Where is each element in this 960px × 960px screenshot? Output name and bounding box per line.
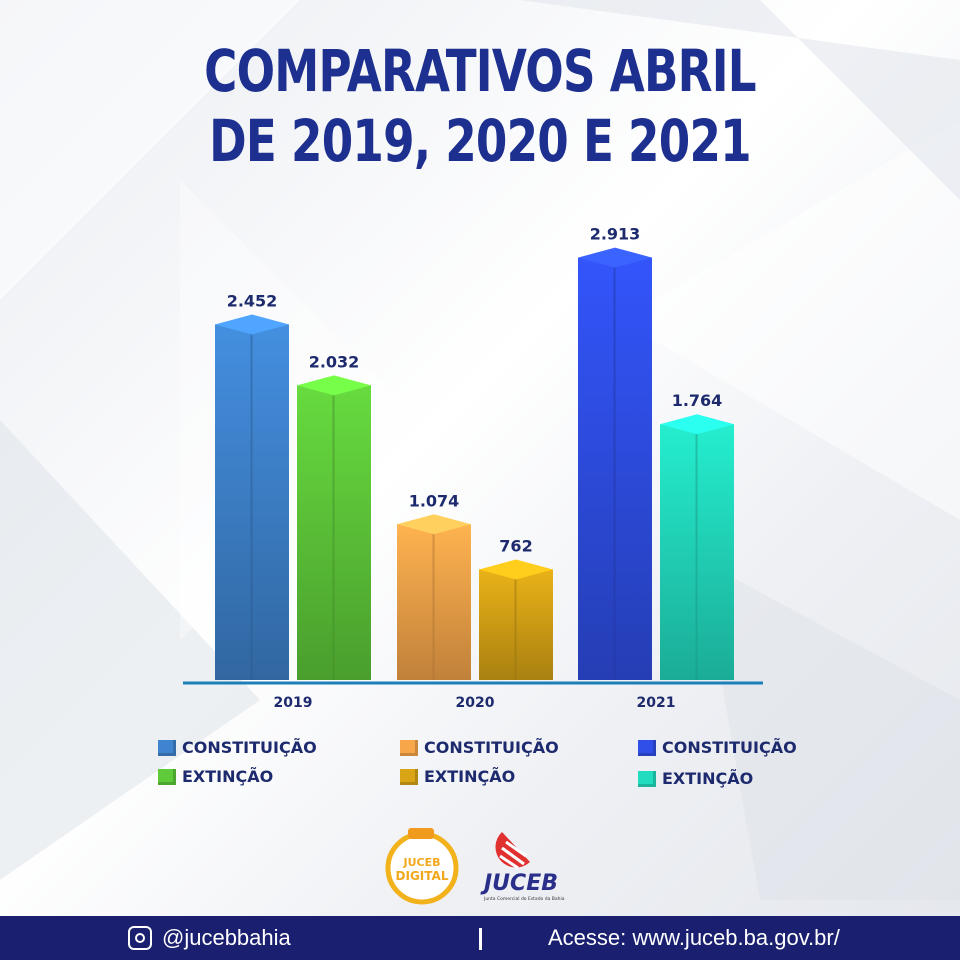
bar-edge: [514, 569, 517, 680]
legend-item: CONSTITUIÇÃO: [400, 738, 559, 757]
x-tick-label: 2020: [456, 695, 495, 711]
data-label: 762: [499, 537, 532, 556]
chart-title-line-1: COMPARATIVOS ABRIL: [204, 37, 756, 105]
legend-swatch: [158, 739, 176, 756]
bar-top: [479, 559, 553, 580]
legend-swatch: [400, 768, 418, 785]
bar-edge: [613, 257, 616, 680]
juceb-digital-text-2: DIGITAL: [396, 869, 449, 883]
bar-top: [297, 375, 371, 396]
juceb-text: JUCEB: [480, 871, 558, 896]
instagram-text: @jucebbahia: [162, 925, 291, 950]
bar-top: [215, 314, 289, 335]
instagram-handle[interactable]: @jucebbahia: [128, 925, 291, 951]
bar-edge: [432, 524, 435, 680]
legend-label: EXTINÇÃO: [182, 767, 274, 786]
data-label: 1.074: [409, 491, 460, 510]
bar-top: [578, 247, 652, 268]
legend-swatch: [158, 768, 176, 785]
legend-label: CONSTITUIÇÃO: [662, 738, 797, 757]
bar-top: [660, 414, 734, 435]
chart-title-line-2: DE 2019, 2020 E 2021: [209, 107, 751, 175]
data-label: 1.764: [672, 391, 723, 410]
logos: JUCEB DIGITAL JUCEB Junta Comercial do E…: [385, 828, 565, 905]
legend-item: EXTINÇÃO: [400, 767, 515, 786]
legend-swatch: [400, 739, 418, 756]
legend-label: EXTINÇÃO: [424, 767, 516, 786]
bar-top: [397, 514, 471, 535]
legend-label: CONSTITUIÇÃO: [182, 738, 317, 757]
bar-edge: [250, 324, 253, 680]
legend-item: EXTINÇÃO: [638, 769, 753, 788]
legend-item: EXTINÇÃO: [158, 767, 273, 786]
instagram-icon: [128, 926, 152, 950]
legend-item: CONSTITUIÇÃO: [158, 738, 317, 757]
data-label: 2.032: [309, 352, 360, 371]
x-tick-label: 2021: [637, 695, 676, 711]
x-tick-label: 2019: [274, 695, 313, 711]
legend-label: CONSTITUIÇÃO: [424, 738, 559, 757]
juceb-logo: JUCEB Junta Comercial do Estado da Bahia: [480, 832, 565, 902]
legend-item: CONSTITUIÇÃO: [638, 738, 797, 757]
data-label: 2.452: [227, 291, 278, 310]
footer-bar: @jucebbahia Acesse: www.juceb.ba.gov.br/: [0, 916, 960, 960]
bar-edge: [695, 424, 698, 680]
juceb-subtitle: Junta Comercial do Estado da Bahia: [483, 896, 565, 902]
legend-swatch: [638, 739, 656, 756]
data-label: 2.913: [590, 225, 641, 244]
legend-swatch: [638, 770, 656, 787]
website-link[interactable]: Acesse: www.juceb.ba.gov.br/: [548, 925, 840, 950]
juceb-digital-logo: JUCEB DIGITAL: [385, 828, 459, 905]
footer-separator: [479, 928, 482, 950]
bar-edge: [332, 385, 335, 680]
legend-label: EXTINÇÃO: [662, 769, 754, 788]
juceb-digital-text-1: JUCEB: [403, 856, 441, 869]
